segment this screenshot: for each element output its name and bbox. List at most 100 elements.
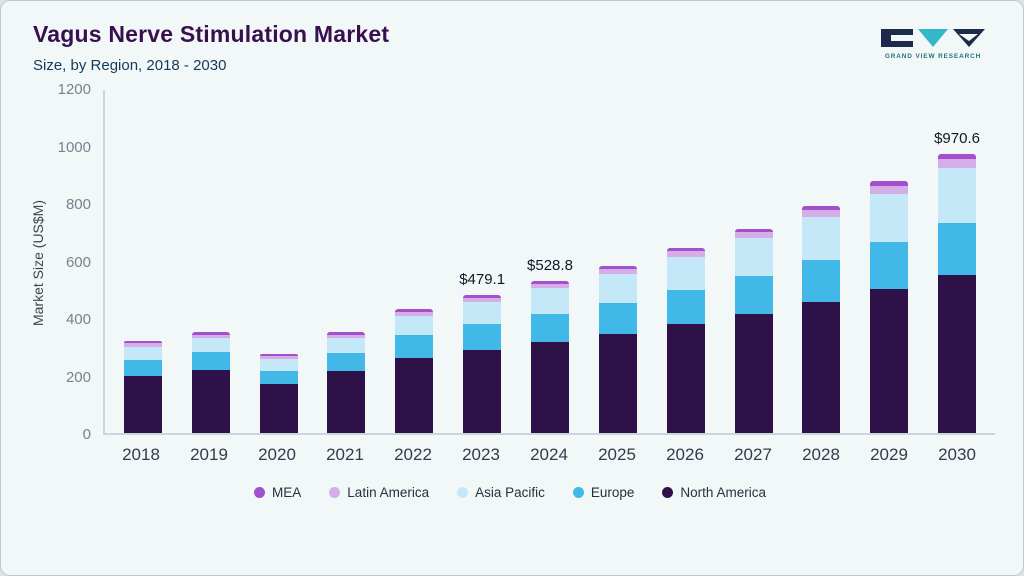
- bar-segment-north-america: [463, 350, 502, 433]
- bar-segment-mea: [734, 228, 773, 233]
- y-tick-label: 600: [65, 253, 91, 271]
- bar-stack: [870, 181, 909, 433]
- bar-stack: [123, 341, 162, 433]
- header: Vagus Nerve Stimulation Market Size, by …: [1, 1, 1023, 74]
- bar-2027: [720, 228, 788, 433]
- bar-segment-latin-america: [191, 334, 230, 339]
- bar-segment-north-america: [598, 333, 637, 433]
- header-text: Vagus Nerve Stimulation Market Size, by …: [33, 21, 389, 74]
- legend-item-latin-america: Latin America: [329, 485, 429, 500]
- bar-segment-mea: [463, 295, 502, 298]
- bar-segment-mea: [938, 153, 977, 160]
- bar-segment-asia-pacific: [259, 358, 298, 371]
- bar-segment-latin-america: [870, 185, 909, 194]
- bar-2025: [584, 266, 652, 433]
- legend: MEA Latin America Asia Pacific Europe North …: [25, 485, 995, 500]
- bar-segment-asia-pacific: [734, 238, 773, 277]
- bar-2024: $528.8: [516, 257, 584, 433]
- legend-dot-icon: [662, 487, 674, 498]
- bar-segment-europe: [191, 351, 230, 370]
- bar-segment-asia-pacific: [530, 288, 569, 314]
- chart-area: Market Size (US$M) 0 200 400 600 800 1000 1200…: [25, 82, 995, 500]
- logo-text: GRAND VIEW RESEARCH: [885, 53, 981, 60]
- grand-view-research-logo: GRAND VIEW RESEARCH: [879, 25, 987, 70]
- legend-dot-icon: [572, 487, 584, 498]
- y-axis-label-wrap: Market Size (US$M): [25, 90, 51, 435]
- bar-segment-mea: [802, 205, 841, 210]
- x-tick-label: 2018: [122, 445, 160, 464]
- bar-stack: [259, 353, 298, 433]
- bar-segment-europe: [123, 359, 162, 376]
- bar-segment-north-america: [666, 323, 705, 433]
- legend-label: Europe: [590, 485, 635, 500]
- bar-2022: [380, 309, 448, 433]
- bar-segment-mea: [191, 332, 230, 335]
- bar-value-label: $528.8: [527, 256, 573, 274]
- bar-segment-latin-america: [802, 209, 841, 217]
- y-tick-label: 0: [82, 426, 91, 443]
- bar-segment-north-america: [734, 313, 773, 433]
- bar-stack: [938, 153, 977, 433]
- x-tick-label: 2019: [190, 445, 228, 464]
- bar-segment-north-america: [870, 289, 909, 433]
- x-tick-label: 2022: [394, 445, 432, 464]
- bar-segment-north-america: [802, 302, 841, 433]
- bar-segment-mea: [395, 309, 434, 312]
- legend-label: North America: [680, 485, 766, 500]
- x-tick-label: 2024: [530, 445, 568, 464]
- bar-segment-asia-pacific: [666, 256, 705, 290]
- bar-segment-mea: [327, 332, 366, 335]
- bar-segment-mea: [870, 181, 909, 186]
- legend-label: Latin America: [347, 485, 430, 500]
- y-tick-label: 800: [65, 196, 91, 213]
- bar-2029: [855, 181, 923, 433]
- x-axis-labels: 2018 2019 2020 2021 2022 2023 2024 2025 2026 2027…: [103, 445, 995, 465]
- bar-segment-latin-america: [666, 251, 705, 257]
- bar-segment-asia-pacific: [327, 338, 366, 354]
- bar-2028: [787, 205, 855, 433]
- x-tick-label: 2020: [258, 445, 296, 464]
- page-subtitle: Size, by Region, 2018 - 2030: [33, 57, 227, 74]
- bar-stack: [327, 332, 366, 433]
- bar-segment-asia-pacific: [191, 338, 230, 352]
- bar-segment-europe: [395, 334, 434, 358]
- x-tick-label: 2026: [666, 445, 704, 464]
- bar-2023: $479.1: [448, 271, 516, 433]
- legend-item-asia-pacific: Asia Pacific: [457, 485, 545, 500]
- legend-label: MEA: [272, 485, 302, 500]
- bar-segment-europe: [259, 370, 298, 385]
- legend-dot-icon: [457, 487, 469, 498]
- y-tick-label: 1000: [57, 138, 91, 156]
- bar-stack: [191, 332, 230, 433]
- bar-segment-latin-america: [395, 311, 434, 316]
- bar-segment-europe: [870, 241, 909, 290]
- legend-label: Asia Pacific: [475, 485, 545, 500]
- bar-2020: [245, 353, 313, 433]
- bar-segment-north-america: [259, 384, 298, 433]
- bar-segment-europe: [802, 259, 841, 303]
- bar-2018: [109, 341, 177, 433]
- bar-segment-latin-america: [463, 297, 502, 302]
- bar-stack: [530, 280, 569, 433]
- legend-item-europe: Europe: [572, 485, 635, 500]
- legend-item-north-america: North America: [662, 485, 766, 500]
- plot-area: $479.1 $528.8 $970.6: [103, 90, 995, 435]
- bar-2030: $970.6: [923, 130, 991, 433]
- legend-dot-icon: [329, 487, 341, 498]
- y-axis-ticks: 0 200 400 600 800 1000 1200: [51, 82, 103, 443]
- bar-segment-asia-pacific: [802, 216, 841, 260]
- x-tick-label: 2028: [802, 445, 840, 464]
- bars-container: $479.1 $528.8 $970.6: [105, 90, 995, 433]
- x-tick-label: 2023: [462, 445, 500, 464]
- bar-segment-north-america: [395, 357, 434, 433]
- bar-segment-north-america: [530, 342, 569, 433]
- gvr-logo-icon: GRAND VIEW RESEARCH: [881, 29, 985, 60]
- bar-stack: [802, 205, 841, 433]
- bar-stack: [734, 228, 773, 433]
- bar-stack: [395, 309, 434, 433]
- bar-value-label: $970.6: [934, 129, 980, 147]
- bar-segment-asia-pacific: [870, 193, 909, 242]
- bar-segment-latin-america: [734, 232, 773, 239]
- bar-stack: [598, 266, 637, 433]
